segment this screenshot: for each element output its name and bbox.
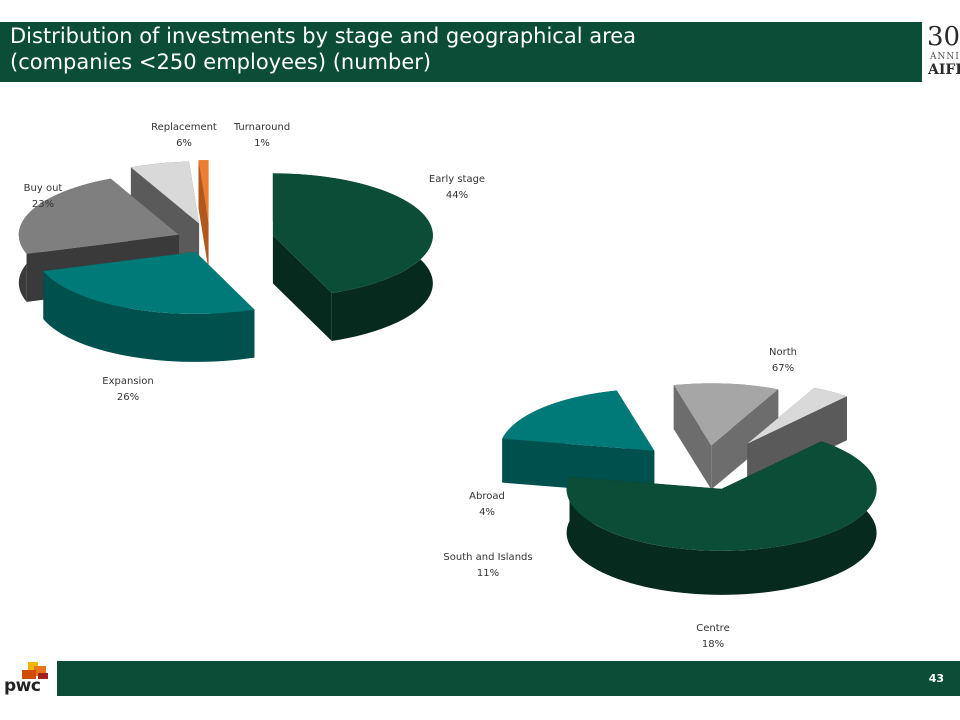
pie-label-expansion: Expansion bbox=[102, 376, 154, 387]
pie-value-label-south-and-islands: 11% bbox=[477, 568, 499, 579]
pie-slice-expansion bbox=[43, 251, 255, 314]
pie-value-label-turnaround: 1% bbox=[254, 138, 270, 149]
pwc-logo-mark-icon bbox=[22, 662, 48, 679]
pie-label-abroad: Abroad bbox=[469, 491, 505, 502]
logo-word: ANNI bbox=[930, 52, 960, 62]
pie-slice-south-and-islands bbox=[673, 383, 779, 446]
pie-slice-replacement bbox=[130, 161, 200, 224]
pie-slice-centre bbox=[502, 390, 655, 451]
pie-slice-turnaround bbox=[198, 160, 209, 223]
pie-slice-early-stage bbox=[272, 173, 433, 293]
pie-label-buy-out: Buy out bbox=[24, 183, 63, 194]
pie-label-centre: Centre bbox=[696, 623, 729, 634]
page-title-line-1: Distribution of investments by stage and… bbox=[10, 24, 637, 48]
pie-chart-geographical-area: North 67% Centre 18% South and Islands 11% Abr… bbox=[443, 347, 877, 650]
pie-value-label-replacement: 6% bbox=[176, 138, 192, 149]
logo-brand: AIFI bbox=[928, 62, 960, 78]
footer-bar: 43 bbox=[57, 661, 960, 696]
pie-label-replacement: Replacement bbox=[151, 122, 217, 133]
pie-slice-north bbox=[566, 441, 877, 551]
pie-label-turnaround: Turnaround bbox=[233, 122, 290, 133]
pie-value-label-expansion: 26% bbox=[117, 392, 139, 403]
pie-label-south-and-islands: South and Islands bbox=[443, 552, 532, 563]
aifi-30-anni-logo: 30 ANNI AIFI bbox=[924, 22, 960, 84]
pie-label-north: North bbox=[769, 347, 797, 358]
pie-value-label-north: 67% bbox=[772, 363, 794, 374]
pie-slice-abroad bbox=[747, 387, 847, 444]
title-bar: Distribution of investments by stage and… bbox=[0, 22, 922, 82]
page-title-line-2: (companies <250 employees) (number) bbox=[10, 50, 432, 74]
pie-value-label-abroad: 4% bbox=[479, 507, 495, 518]
pie-value-label-buy-out: 23% bbox=[32, 199, 54, 210]
pwc-logo: pwc bbox=[2, 660, 54, 700]
page-number: 43 bbox=[928, 672, 944, 685]
pwc-logo-text: pwc bbox=[4, 676, 41, 696]
pie-value-label-centre: 18% bbox=[702, 639, 724, 650]
logo-number: 30 bbox=[927, 22, 960, 52]
pie-slice-buy-out bbox=[18, 178, 179, 254]
pie-value-label-early-stage: 44% bbox=[446, 190, 468, 201]
pie-chart-stage: Early stage 44% Expansion 26% Buy out 23% Repl… bbox=[18, 122, 485, 403]
pie-label-early-stage: Early stage bbox=[429, 174, 485, 185]
